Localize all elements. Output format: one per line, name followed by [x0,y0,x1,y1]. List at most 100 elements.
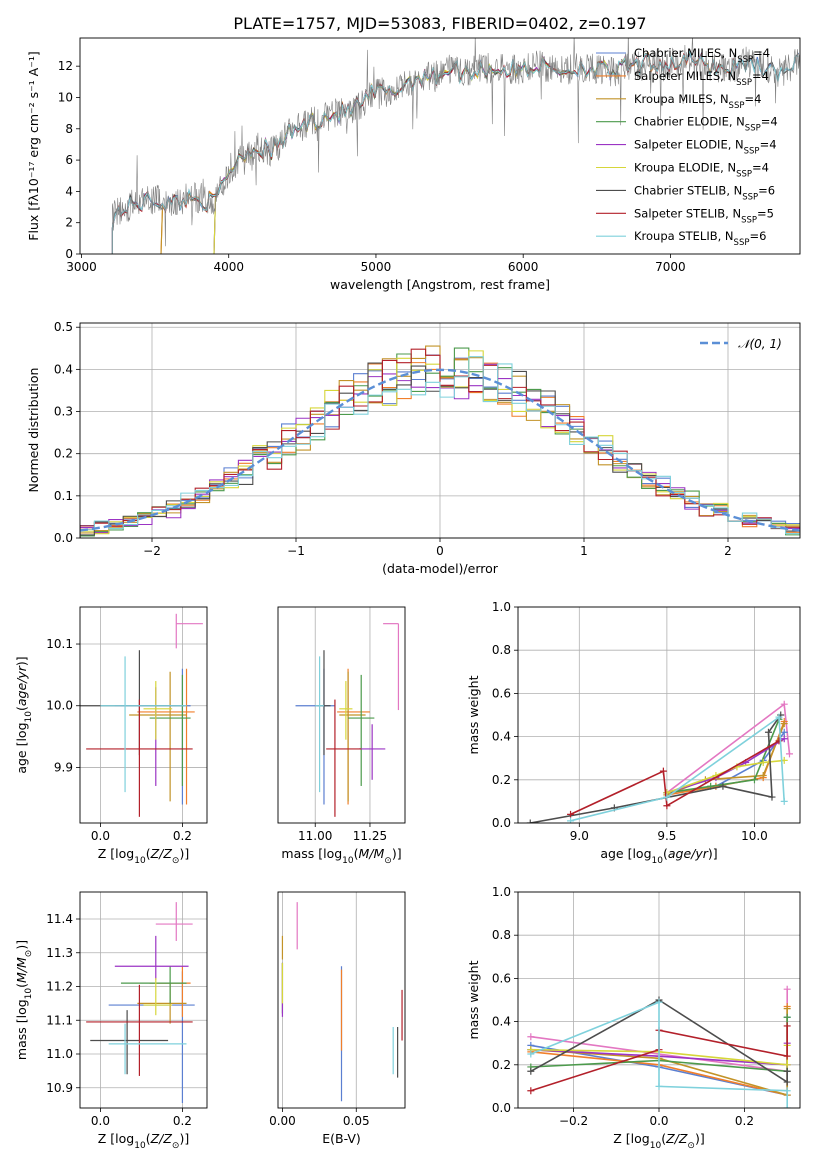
x-tick-label: −0.2 [559,1114,588,1128]
x-axis-label: E(B-V) [322,1131,361,1146]
y-tick-label: 0.2 [492,773,511,787]
weight-marker [527,1033,535,1041]
x-tick-label: 11.00 [298,829,332,843]
weight-line [530,714,782,823]
y-tick-label: 8 [65,122,73,136]
y-tick-label: 10.0 [46,699,73,713]
weight-marker [783,1013,791,1021]
residual-histogram-panel: −2 −1 0 1 2 0.0 0.1 0.2 0.3 0.4 0.5 (data-model)/er… [26,320,801,576]
legend-entry: Salpeter ELODIE, NSSP=4 [596,138,777,157]
weight-marker [783,1104,791,1108]
x-axis-label: wavelength [Angstrom, rest frame] [330,277,550,292]
axes-frame [79,891,208,1109]
y-tick-label: 6 [65,153,73,167]
x-tick-label: 7000 [655,260,686,274]
y-tick-label: 0.4 [54,362,73,376]
weight-marker [768,793,776,801]
y-axis-label: mass weight [466,960,481,1039]
y-tick-label: 0.6 [492,971,511,985]
weight-marker [783,1005,791,1013]
weight-marker [783,1067,791,1075]
weight-marker [783,1078,791,1086]
y-axis-label: mass weight [466,675,481,754]
y-axis-label: Flux [fλ10⁻¹⁷ erg cm⁻² s⁻¹ A⁻¹] [26,51,41,240]
weight-marker [783,1022,791,1030]
plot-area [80,613,203,817]
y-tick-label: 0.2 [54,447,73,461]
weight-marker [659,767,667,775]
weight-marker [780,735,788,743]
x-axis-label: Z [log10(Z/Z⊙)] [98,846,189,866]
weight-marker [775,713,783,721]
figure-title: PLATE=1757, MJD=53083, FIBERID=0402, z=0… [233,14,646,33]
legend-label: Kroupa ELODIE, NSSP=4 [634,161,769,180]
x-tick-label: 4000 [213,260,244,274]
y-tick-label: 1.0 [492,600,511,614]
y-tick-label: 0.8 [492,928,511,942]
y-tick-label: 0.0 [492,816,511,830]
age-vs-metallicity-panel: 0.0 0.2 9.9 10.0 10.1 Z [log10(Z/Z⊙)] age [log… [14,606,208,866]
weight-marker [783,1061,791,1069]
legend-label: Chabrier ELODIE, NSSP=4 [634,115,778,134]
x-tick-label: 9.0 [570,829,589,843]
x-tick-label: 0.0 [649,1114,668,1128]
weight-marker [527,1067,535,1075]
y-tick-label: 10 [58,90,73,104]
x-tick-label: 9.5 [657,829,676,843]
plot-area [80,345,800,538]
y-tick-label: 0.0 [54,531,73,545]
axes-frame [79,37,801,255]
legend-entry: Salpeter STELIB, NSSP=5 [596,206,774,225]
weight-marker [567,810,575,818]
axes-frame [79,322,801,539]
y-tick-label: 11.1 [46,1013,73,1027]
weight-line [570,715,785,822]
y-tick-label: 11.0 [46,1047,73,1061]
legend-entry: 𝒩(0, 1) [700,337,782,351]
y-tick-label: 0.8 [492,643,511,657]
y-tick-label: 9.9 [54,760,73,774]
x-tick-label: 1 [580,544,588,558]
y-tick-label: 0.1 [54,489,73,503]
y-tick-label: 0.4 [492,730,511,744]
y-tick-label: 11.4 [46,912,73,926]
weight-marker [759,759,767,767]
legend-label: Salpeter ELODIE, NSSP=4 [634,138,777,157]
residual-histogram [80,356,800,538]
y-tick-label: 0.5 [54,320,73,334]
plot-area [527,985,791,1108]
y-tick-label: 0.2 [492,1058,511,1072]
legend-entry: Chabrier ELODIE, NSSP=4 [596,115,778,134]
plot-area [281,902,403,1102]
plot-area [86,902,195,1103]
weight-vs-age-panel: 9.0 9.5 10.0 0.0 0.2 0.4 0.6 0.8 1.0 age [log10(a… [466,600,801,866]
legend-label: Salpeter STELIB, NSSP=5 [634,206,774,225]
weight-marker [655,998,663,1006]
weight-marker [527,1087,535,1095]
y-axis-label: age [log10(age/yr)] [14,656,34,773]
legend-entry: Chabrier STELIB, NSSP=6 [596,183,775,202]
legend-label: Salpeter MILES, NSSP=4 [634,69,769,88]
x-tick-label: 10.0 [741,829,768,843]
y-tick-label: 1.0 [492,885,511,899]
y-tick-label: 0.4 [492,1015,511,1029]
weight-line [570,740,780,816]
age-vs-mass-panel: 11.00 11.25 mass [log10(M/M⊙)] [277,606,406,866]
weight-marker [663,802,671,810]
weight-marker [663,793,671,801]
axes-frame [517,891,801,1109]
weight-vs-metallicity-panel: −0.2 0.0 0.2 0.0 0.2 0.4 0.6 0.8 1.0 Z [log10(Z/Z… [466,885,801,1151]
plot-area [295,623,400,817]
axes-frame [517,606,801,824]
weight-marker [780,797,788,805]
x-axis-label: (data-model)/error [382,561,499,576]
x-axis-label: mass [log10(M/M⊙)] [281,846,401,866]
spectrum-panel: 3000 4000 5000 6000 7000 0 2 4 6 8 10 12 wavelength … [26,37,801,292]
weight-marker [527,1050,535,1058]
x-tick-label: 0.2 [173,1114,192,1128]
weight-marker [783,1087,791,1095]
legend-label: Kroupa STELIB, NSSP=6 [634,229,766,248]
y-axis-label: Normed distribution [26,368,41,493]
weight-marker [783,1052,791,1060]
